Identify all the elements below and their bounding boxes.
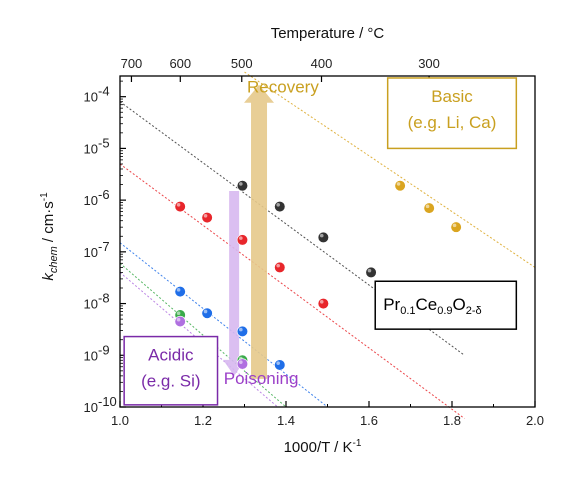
material-box — [374, 280, 518, 330]
x-axis-title-sup: -1 — [353, 438, 362, 449]
basic-box — [386, 77, 518, 150]
data-point — [317, 297, 329, 310]
data-point-highlight — [176, 317, 181, 322]
data-point — [201, 211, 213, 224]
data-point — [394, 180, 406, 192]
formula-pr: Pr — [383, 295, 400, 314]
y-tick-label: 10 — [84, 348, 98, 363]
fit-line — [119, 262, 287, 408]
data-point-highlight — [203, 213, 208, 218]
data-point — [174, 315, 186, 328]
top-tick-label: 700 — [121, 56, 143, 71]
recovery-arrow — [244, 84, 275, 379]
material-formula: Pr0.1Ce0.9O2-δ — [383, 295, 481, 317]
top-tick-label: 500 — [231, 56, 253, 71]
basic-box-example: (e.g. Li, Ca) — [408, 113, 497, 132]
x-tick-label: 1.4 — [277, 413, 295, 428]
recovery-label: Recovery — [247, 77, 319, 96]
data-point-highlight — [367, 268, 372, 273]
top-tick-label: 400 — [311, 56, 333, 71]
data-point — [236, 180, 249, 192]
data-point-highlight — [176, 288, 181, 292]
data-point-highlight — [452, 223, 457, 228]
fit-line — [119, 163, 465, 419]
data-point-highlight — [176, 311, 181, 316]
data-point — [450, 221, 462, 233]
data-point-highlight — [319, 299, 324, 304]
data-point-highlight — [276, 361, 280, 365]
data-point — [236, 234, 249, 246]
data-point — [236, 325, 249, 337]
data-point — [201, 307, 213, 319]
x-axis-title: 1000/T / K-1 — [284, 438, 362, 456]
y-tick-exponent: -10 — [98, 394, 117, 409]
data-point-highlight — [239, 360, 243, 364]
y-tick-exponent: -9 — [98, 342, 110, 357]
data-point — [236, 358, 249, 370]
y-axis-title-unit-sup: -1 — [39, 192, 50, 201]
acidic-box-example: (e.g. Si) — [141, 372, 201, 391]
poisoning-arrow — [223, 191, 246, 376]
y-axis-title-unit: / cm·s — [40, 201, 57, 246]
y-tick-label: 10 — [84, 245, 98, 260]
trend-arrows — [223, 84, 275, 379]
data-point-highlight — [319, 233, 324, 238]
data-point — [274, 200, 286, 213]
data-point-highlight — [276, 263, 280, 268]
data-point — [274, 261, 286, 274]
x-tick-label: 2.0 — [526, 413, 544, 428]
formula-pr-sub: 0.1 — [400, 305, 415, 317]
y-axis-title-sub: chem — [48, 246, 60, 273]
y-tick-label: 10 — [84, 193, 98, 208]
data-point-highlight — [239, 327, 243, 332]
y-axis-title: kchem / cm·s-1 — [39, 192, 60, 281]
fit-line — [119, 242, 328, 408]
data-point — [174, 200, 186, 213]
acidic-box — [123, 335, 219, 406]
y-tick-exponent: -7 — [98, 239, 110, 254]
data-point — [317, 231, 329, 244]
x-tick-label: 1.8 — [443, 413, 461, 428]
y-tick-label: 10 — [84, 141, 98, 156]
data-point — [423, 202, 435, 214]
acidic-box-title: Acidic — [148, 346, 194, 365]
top-tick-label: 300 — [418, 56, 440, 71]
fit-line — [119, 272, 279, 408]
x-axis-title-main: 1000/T / K — [284, 439, 353, 456]
data-point — [174, 286, 186, 298]
data-point-highlight — [239, 182, 243, 186]
y-tick-exponent: -4 — [98, 84, 110, 99]
top-axis-title: Temperature / °C — [271, 25, 385, 42]
basic-box-title: Basic — [431, 87, 473, 106]
data-point-highlight — [176, 202, 181, 207]
data-point-highlight — [203, 309, 208, 314]
x-tick-label: 1.6 — [360, 413, 378, 428]
data-point-highlight — [239, 236, 243, 240]
data-point-highlight — [396, 182, 401, 186]
data-point-highlight — [425, 204, 430, 209]
y-tick-label: 10 — [84, 90, 98, 105]
formula-o-sub: 2-δ — [466, 305, 482, 317]
y-axis-title-k: k — [40, 272, 57, 281]
data-point-highlight — [276, 202, 280, 207]
y-tick-label: 10 — [84, 400, 98, 415]
poisoning-label: Poisoning — [224, 369, 299, 388]
y-tick-label: 10 — [84, 297, 98, 312]
y-tick-exponent: -6 — [98, 187, 110, 202]
data-point — [365, 266, 377, 279]
y-tick-exponent: -5 — [98, 135, 110, 150]
formula-ce-sub: 0.9 — [437, 305, 452, 317]
formula-o: O — [453, 295, 466, 314]
formula-ce: Ce — [416, 295, 438, 314]
x-tick-label: 1.2 — [194, 413, 212, 428]
top-tick-label: 600 — [169, 56, 191, 71]
x-tick-label: 1.0 — [111, 413, 129, 428]
y-tick-exponent: -8 — [98, 291, 110, 306]
